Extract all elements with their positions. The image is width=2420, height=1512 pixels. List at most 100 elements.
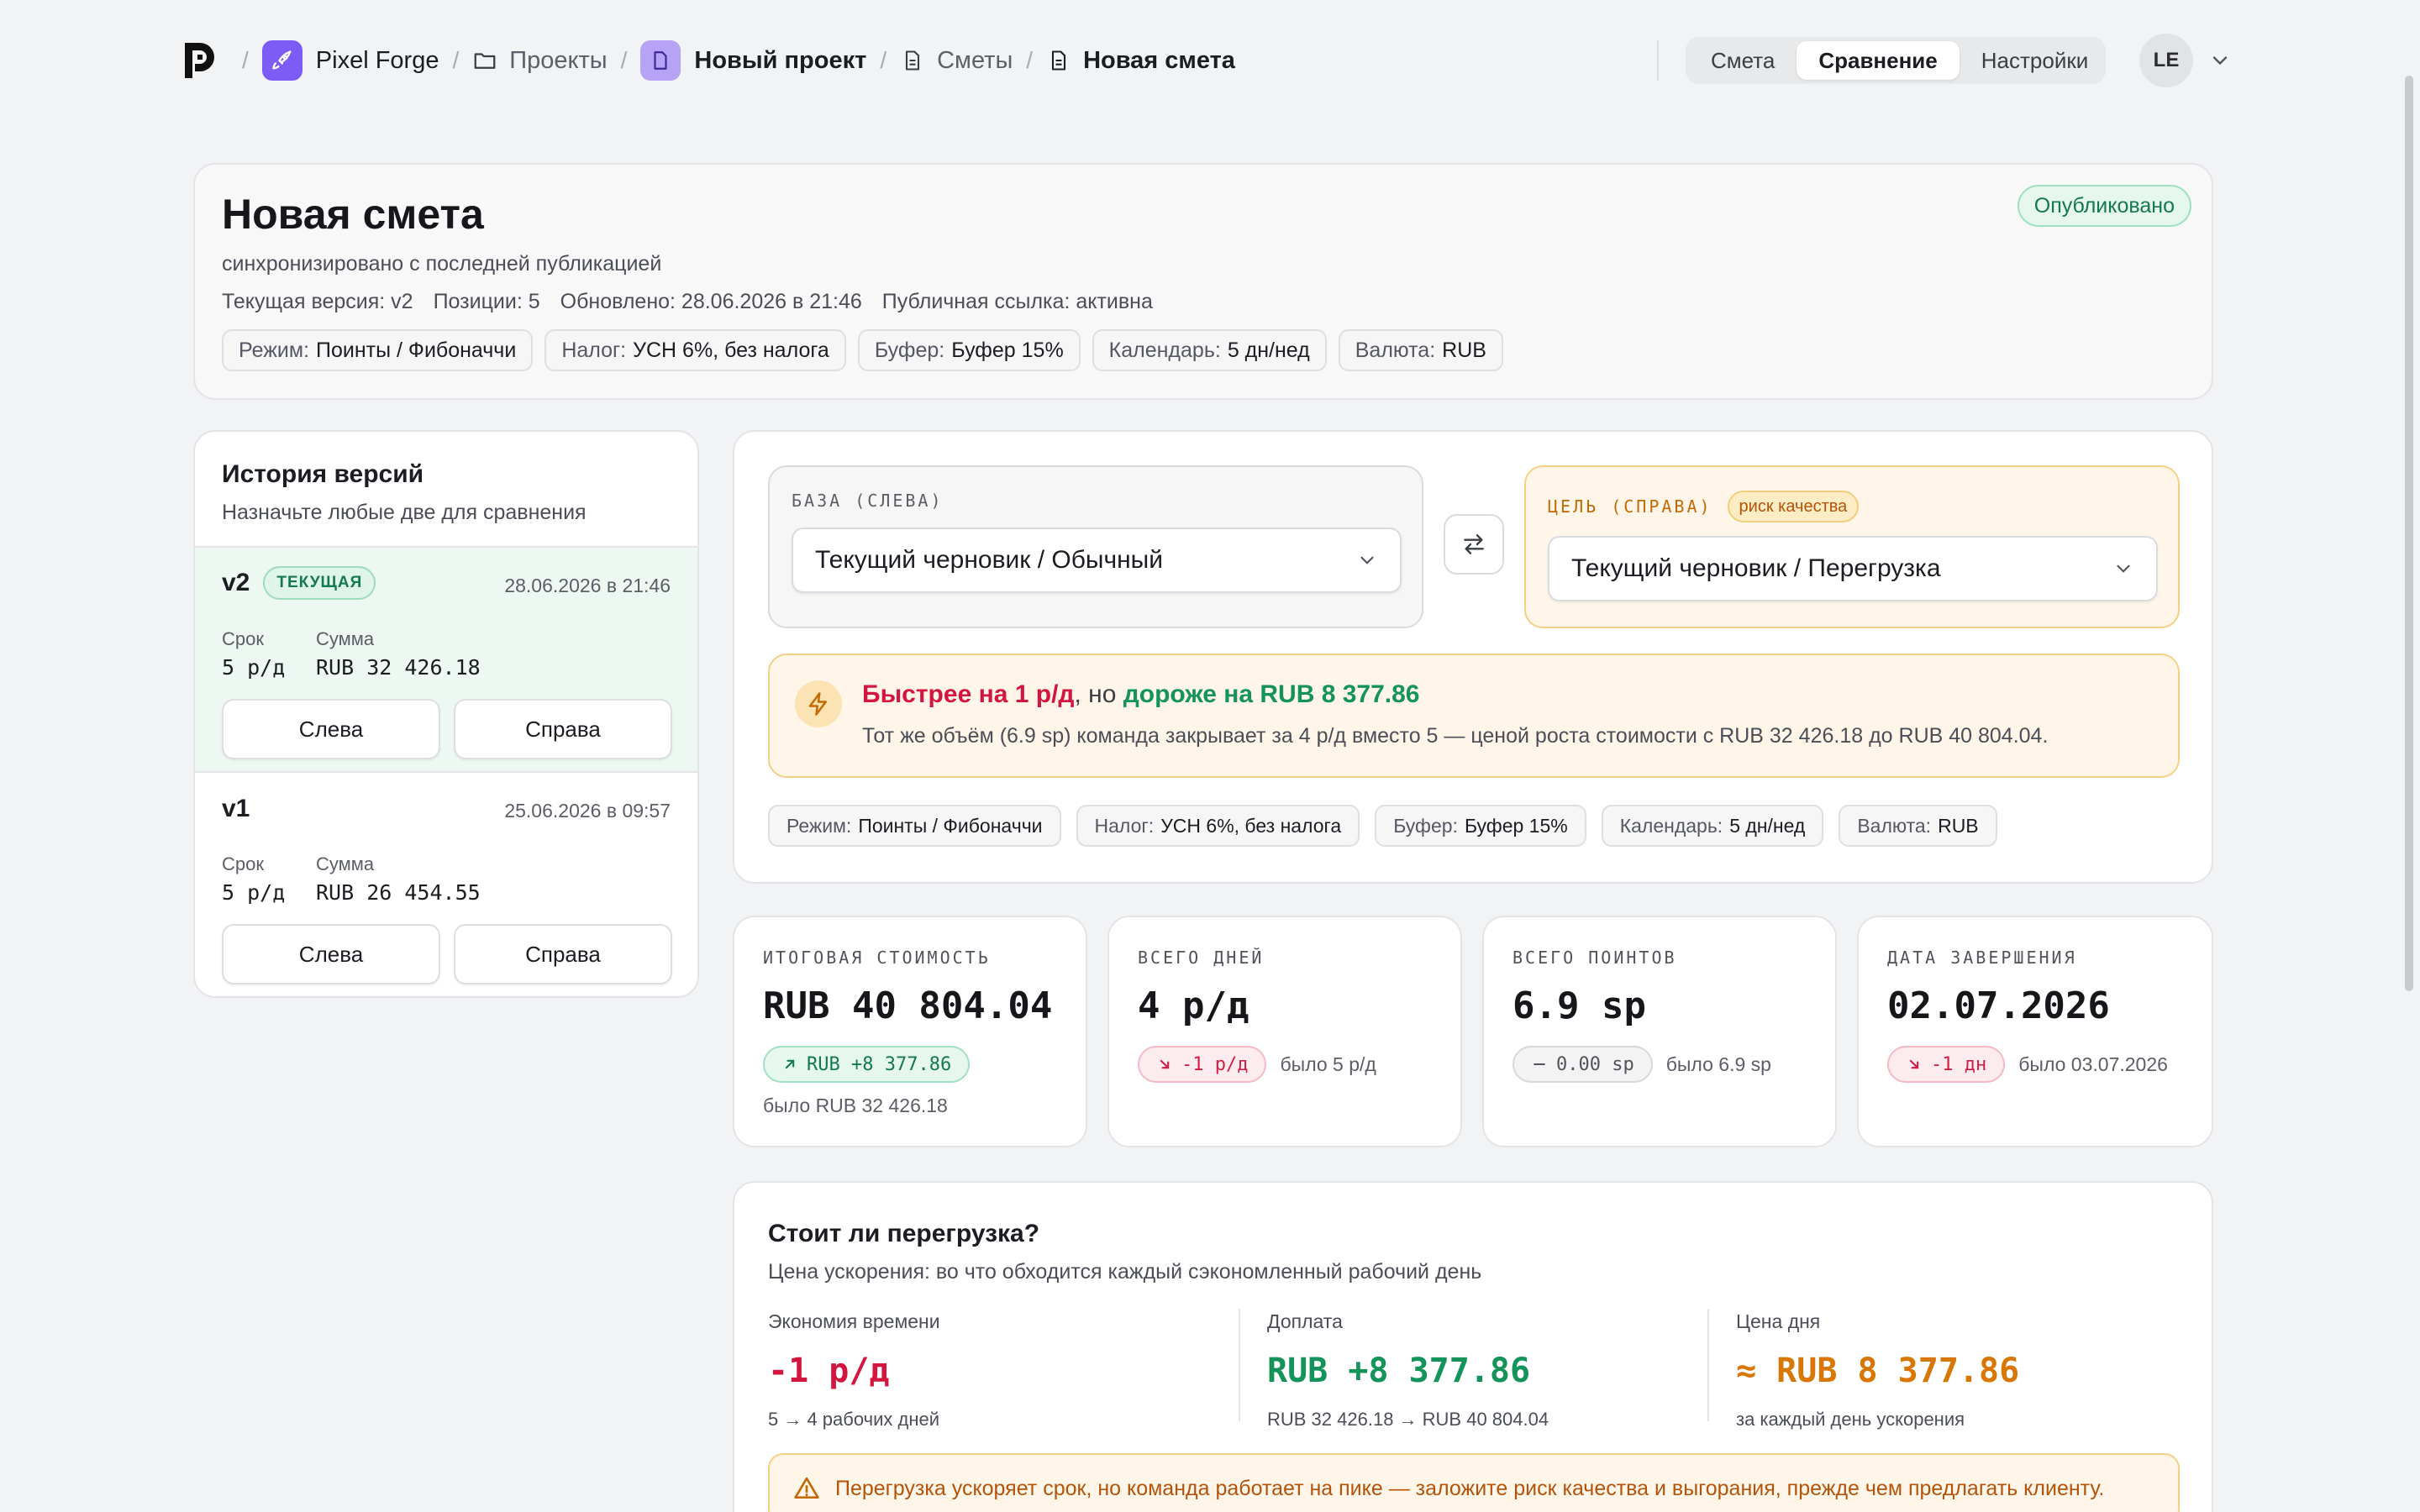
compare-card: БАЗА (СЛЕВА) Текущий черновик / Обычный …	[733, 430, 2213, 884]
folder-icon	[472, 48, 497, 73]
version-name: v2	[222, 569, 250, 596]
breadcrumb-separator: /	[880, 47, 887, 73]
base-selector-panel: БАЗА (СЛЕВА) Текущий черновик / Обычный	[768, 465, 1423, 628]
base-version-value: Текущий черновик / Обычный	[815, 546, 1163, 574]
overload-subtitle: Цена ускорения: во что обходится каждый …	[768, 1260, 1482, 1284]
avatar[interactable]: LE	[2139, 34, 2193, 87]
stat-caption: ИТОГОВАЯ СТОИМОСТЬ	[763, 948, 991, 968]
set-right-button[interactable]: Справа	[454, 699, 672, 759]
target-label: ЦЕЛЬ (СПРАВА)	[1548, 496, 1712, 517]
status-badge: Опубликовано	[2017, 185, 2191, 227]
chip-buffer: Буфер: Буфер 15%	[857, 329, 1081, 371]
divider	[1707, 1309, 1709, 1421]
breadcrumb-project[interactable]: Новый проект	[694, 46, 867, 74]
set-right-button[interactable]: Справа	[454, 924, 672, 984]
breadcrumb-separator: /	[452, 47, 460, 73]
page-scrollbar[interactable]	[2405, 76, 2413, 991]
breadcrumb-projects[interactable]: Проекты	[509, 46, 608, 74]
chip-currency: Валюта: RUB	[1338, 329, 1503, 371]
chip-calendar: Календарь: 5 дн/нед	[1601, 805, 1824, 847]
version-history-card: История версий Назначьте любые две для с…	[193, 430, 699, 998]
target-selector-panel: ЦЕЛЬ (СПРАВА) риск качества Текущий черн…	[1524, 465, 2180, 628]
minus-icon	[1534, 1063, 1545, 1066]
arrow-down-right-icon	[1160, 1059, 1170, 1069]
version-date: 28.06.2026 в 21:46	[504, 575, 671, 596]
chip-tax: Налог: УСН 6%, без налога	[544, 329, 846, 371]
quality-risk-badge: риск качества	[1727, 491, 1860, 522]
target-version-select[interactable]: Текущий черновик / Перегрузка	[1548, 536, 2158, 601]
version-item-v2[interactable]: v2 ТЕКУЩАЯ 28.06.2026 в 21:46 Срок Сумма…	[195, 546, 697, 773]
breadcrumb-estimates[interactable]: Сметы	[937, 46, 1013, 74]
history-hint: Назначьте любые две для сравнения	[222, 501, 587, 524]
stat-caption: ВСЕГО ДНЕЙ	[1138, 948, 1265, 968]
history-title: История версий	[222, 460, 424, 488]
current-badge: ТЕКУЩАЯ	[263, 566, 376, 600]
column-value: ≈ RUB 8 377.86	[1736, 1352, 2020, 1390]
version-term: 5 р/д	[222, 655, 286, 680]
alert-text: Тот же объём (6.9 sp) команда закрывает …	[862, 724, 2049, 748]
version-name: v1	[222, 795, 250, 822]
chip-currency: Валюта: RUB	[1839, 805, 1997, 847]
overload-analysis-card: Стоит ли перегрузка? Цена ускорения: во …	[733, 1181, 2213, 1512]
version-term: 5 р/д	[222, 880, 286, 905]
term-label: Срок	[222, 853, 264, 874]
tab-estimate[interactable]: Смета	[1711, 47, 1776, 73]
chevron-down-icon	[1360, 556, 1374, 564]
app-logo[interactable]	[182, 39, 224, 81]
version-sum: RUB 32 426.18	[316, 655, 481, 680]
meta-version: Текущая версия: v2	[222, 290, 413, 313]
meta-items: Позиции: 5	[433, 290, 540, 313]
stat-previous: было 5 р/д	[1280, 1053, 1376, 1075]
estimate-header-card: Новая смета Опубликовано синхронизирован…	[193, 163, 2213, 400]
stat-caption: ВСЕГО ПОИНТОВ	[1512, 948, 1677, 968]
swap-icon	[1464, 534, 1484, 554]
stat-total-points: ВСЕГО ПОИНТОВ 6.9 sp 0.00 sp было 6.9 sp	[1482, 916, 1837, 1147]
stat-finish-date: ДАТА ЗАВЕРШЕНИЯ 02.07.2026 -1 дн было 03…	[1857, 916, 2213, 1147]
stat-previous: было 03.07.2026	[2018, 1053, 2168, 1075]
sync-status: синхронизировано с последней публикацией	[222, 252, 662, 276]
surcharge-column: Доплата RUB +8 377.86 RUB 32 426.18 → RU…	[1267, 1310, 1704, 1431]
base-version-select[interactable]: Текущий черновик / Обычный	[792, 528, 1402, 593]
version-sum: RUB 26 454.55	[316, 880, 481, 905]
tab-settings[interactable]: Настройки	[1981, 47, 2089, 73]
divider	[1657, 40, 1659, 81]
chip-calendar: Календарь: 5 дн/нед	[1092, 329, 1327, 371]
chip-mode: Режим: Поинты / Фибоначчи	[222, 329, 534, 371]
set-left-button[interactable]: Слева	[222, 924, 440, 984]
version-item-v1[interactable]: v1 25.06.2026 в 09:57 Срок Сумма 5 р/д R…	[195, 773, 697, 996]
term-label: Срок	[222, 628, 264, 649]
meta-public-link: Публичная ссылка: активна	[881, 290, 1153, 313]
sum-label: Сумма	[316, 853, 375, 874]
tab-compare[interactable]: Сравнение	[1797, 41, 1960, 80]
alert-headline: Быстрее на 1 р/д, но дороже на RUB 8 377…	[862, 680, 1419, 709]
time-saving-column: Экономия времени -1 р/д 5 → 4 рабочих дн…	[768, 1310, 1239, 1431]
breadcrumb-workspace[interactable]: Pixel Forge	[315, 46, 439, 74]
file-list-icon	[900, 48, 925, 73]
breadcrumb-separator: /	[242, 47, 249, 73]
chevron-down-icon[interactable]	[2208, 49, 2232, 72]
page-title: Новая смета	[222, 191, 484, 238]
delta-badge: 0.00 sp	[1512, 1046, 1653, 1083]
column-label: Цена дня	[1736, 1310, 1821, 1332]
document-icon	[640, 40, 681, 81]
warning-icon	[794, 1477, 819, 1499]
version-date: 25.06.2026 в 09:57	[504, 800, 671, 822]
swap-button[interactable]	[1444, 514, 1504, 575]
divider	[1239, 1309, 1240, 1421]
meta-row: Текущая версия: v2 Позиции: 5 Обновлено:…	[222, 290, 2185, 314]
column-value: -1 р/д	[768, 1352, 890, 1390]
column-note: за каждый день ускорения	[1736, 1409, 1965, 1430]
stat-total-cost: ИТОГОВАЯ СТОИМОСТЬ RUB 40 804.04 RUB +8 …	[733, 916, 1087, 1147]
lightning-icon	[795, 680, 842, 727]
view-tabs: Смета Сравнение Настройки	[1686, 37, 2106, 84]
rocket-icon	[261, 40, 302, 81]
stat-value: 4 р/д	[1138, 984, 1249, 1027]
comparison-summary-alert: Быстрее на 1 р/д, но дороже на RUB 8 377…	[768, 654, 2180, 778]
set-left-button[interactable]: Слева	[222, 699, 440, 759]
alert-cost: дороже на RUB 8 377.86	[1123, 680, 1420, 708]
column-label: Экономия времени	[768, 1310, 940, 1332]
stat-caption: ДАТА ЗАВЕРШЕНИЯ	[1887, 948, 2077, 968]
stat-total-days: ВСЕГО ДНЕЙ 4 р/д -1 р/д было 5 р/д	[1107, 916, 1462, 1147]
compare-settings-chips: Режим: Поинты / Фибоначчи Налог: УСН 6%, б…	[768, 805, 2012, 847]
overload-warning: Перегрузка ускоряет срок, но команда раб…	[768, 1453, 2180, 1512]
